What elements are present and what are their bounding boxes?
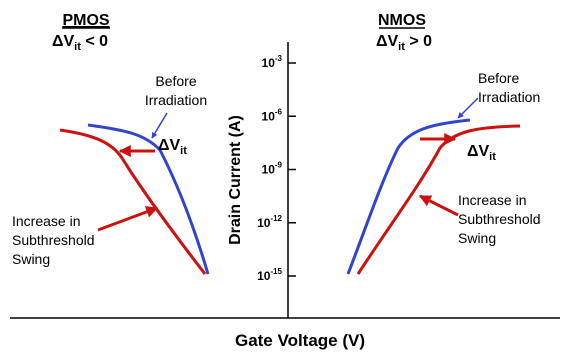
y-tick-label: 10-6 <box>262 107 283 123</box>
nmos-before-pointer <box>457 97 479 119</box>
nmos-swing-arrow <box>418 194 459 217</box>
pmos-condition: ΔVit < 0 <box>52 33 108 53</box>
nmos-condition: ΔVit > 0 <box>376 33 432 53</box>
pmos-after-curve <box>59 128 207 275</box>
x-axis-label: Gate Voltage (V) <box>235 331 365 350</box>
y-tick-label: 10-12 <box>257 214 282 230</box>
pmos-before-pointer <box>151 112 168 139</box>
pmos-delta-label: ΔVit <box>158 137 187 157</box>
pmos-swing-arrow <box>97 206 159 232</box>
nmos-after-curve <box>356 124 521 275</box>
y-tick-label: 10-9 <box>262 161 283 177</box>
y-axis-ticks: 10-3 10-6 10-9 10-12 10-15 <box>257 54 296 283</box>
nmos-swing-annotation: Increase in Subthreshold Swing <box>458 192 541 246</box>
nmos-before-annotation: Before Irradiation <box>478 70 540 105</box>
nmos-before-curve <box>346 118 471 275</box>
nmos-title: NMOS <box>378 12 426 29</box>
y-tick-label: 10-15 <box>257 267 282 283</box>
nmos-delta-label: ΔVit <box>467 143 496 163</box>
pmos-before-annotation: Before Irradiation <box>145 73 207 108</box>
pmos-swing-annotation: Increase in Subthreshold Swing <box>12 213 95 267</box>
pmos-title: PMOS <box>62 12 109 29</box>
y-tick-label: 10-3 <box>262 54 283 70</box>
pmos-before-curve <box>87 123 210 275</box>
y-axis-label: Drain Current (A) <box>227 115 244 245</box>
